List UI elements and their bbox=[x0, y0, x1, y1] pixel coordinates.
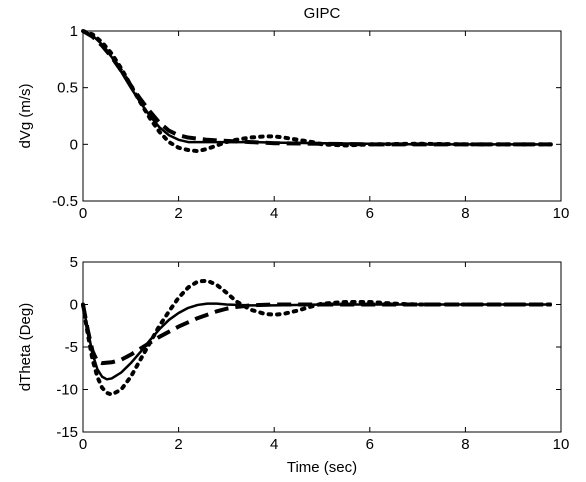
x-tick-label: 8 bbox=[461, 436, 469, 453]
y-tick-label: 1 bbox=[70, 23, 78, 40]
y-tick-label: -15 bbox=[56, 424, 78, 441]
y-tick-label: 0 bbox=[70, 297, 78, 314]
x-tick-label: 2 bbox=[174, 205, 182, 222]
bottom-x-axis-label: Time (sec) bbox=[287, 459, 357, 476]
x-tick-label: 4 bbox=[270, 436, 278, 453]
y-tick-label: 0 bbox=[70, 136, 78, 153]
bottom-series bbox=[81, 278, 554, 397]
top-series bbox=[81, 29, 554, 154]
top-axis-ticks: 0 2 4 6 8 10-0.500.51 bbox=[52, 23, 569, 222]
series-line-dotted bbox=[81, 29, 554, 154]
series-line-dashed bbox=[81, 29, 552, 147]
x-tick-label: 0 bbox=[79, 436, 87, 453]
chart-title: GIPC bbox=[304, 5, 341, 22]
x-tick-label: 4 bbox=[270, 205, 278, 222]
top-plot-frame bbox=[82, 30, 562, 202]
top-y-axis-label: dVg (m/s) bbox=[17, 83, 34, 148]
y-tick-label: -5 bbox=[65, 339, 78, 356]
bottom-axis-ticks: 0 2 4 6 8 10 -15 -10 -5 0 5 bbox=[56, 254, 569, 453]
y-tick-label: 0.5 bbox=[57, 80, 78, 97]
bottom-panel: 0 2 4 6 8 10 -15 -10 -5 0 5 dTheta (Deg) Time (sec… bbox=[17, 254, 569, 476]
series-line-solid bbox=[81, 302, 552, 381]
x-tick-label: 10 bbox=[553, 205, 570, 222]
x-tick-label: 0 bbox=[79, 205, 87, 222]
series-line-dashed bbox=[81, 302, 552, 366]
x-tick-label: 8 bbox=[461, 205, 469, 222]
x-tick-label: 6 bbox=[366, 436, 374, 453]
x-tick-label: 10 bbox=[553, 436, 570, 453]
y-tick-label: -0.5 bbox=[52, 193, 78, 210]
series-line-dotted bbox=[81, 278, 554, 397]
series-line-solid bbox=[82, 29, 552, 146]
x-tick-label: 6 bbox=[366, 205, 374, 222]
x-tick-label: 2 bbox=[174, 436, 182, 453]
bottom-y-axis-label: dTheta (Deg) bbox=[17, 303, 34, 391]
top-panel: GIPC 0 2 4 6 8 10-0.500.51 dVg (m/s) bbox=[17, 5, 569, 222]
bottom-plot-frame bbox=[82, 261, 562, 433]
y-tick-label: 5 bbox=[70, 254, 78, 271]
y-tick-label: -10 bbox=[56, 382, 78, 399]
